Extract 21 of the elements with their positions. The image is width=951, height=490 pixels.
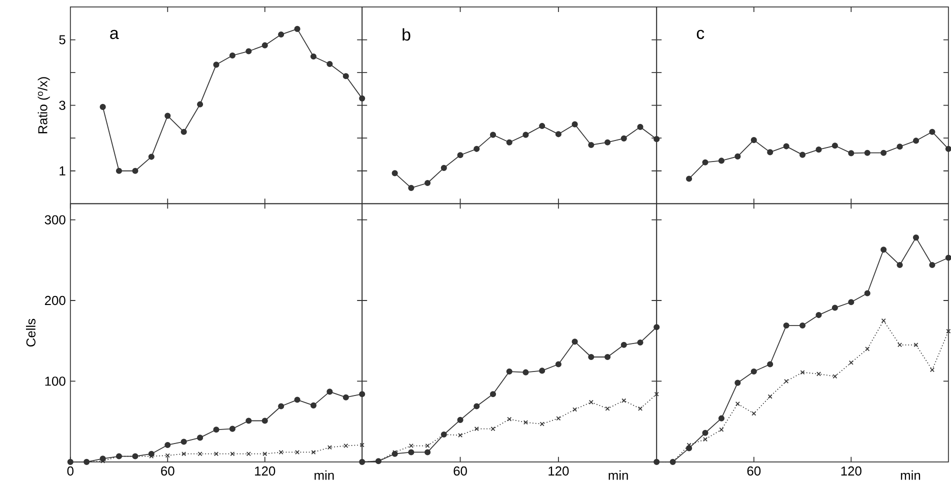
text: c (696, 30, 704, 40)
text: a (110, 30, 119, 40)
y-tick-label: 100 (45, 376, 66, 386)
x-axis-title: min (608, 470, 628, 480)
text: b (402, 28, 410, 41)
x-axis-title: min (900, 470, 920, 480)
y-axis-title: Ratio ($^{o}$/x) (38, 77, 50, 134)
y-tick-label: 5 (59, 35, 66, 44)
y-tick-label: 3 (59, 100, 66, 110)
x-tick-label: 0 (67, 466, 74, 476)
x-tick-label: 60 (454, 466, 467, 476)
x-tick-label: 120 (255, 466, 276, 476)
y-tick-label: 300 (44, 215, 66, 224)
y-axis-title: Cells (26, 318, 36, 346)
x-tick-label: 60 (747, 466, 761, 476)
y-tick-label: 1 (60, 166, 66, 176)
x-tick-label: 60 (161, 466, 174, 476)
x-axis-title: min (314, 470, 334, 480)
x-tick-label: 120 (548, 466, 569, 476)
x-tick-label: 120 (841, 466, 862, 476)
y-tick-label: 200 (44, 296, 66, 305)
